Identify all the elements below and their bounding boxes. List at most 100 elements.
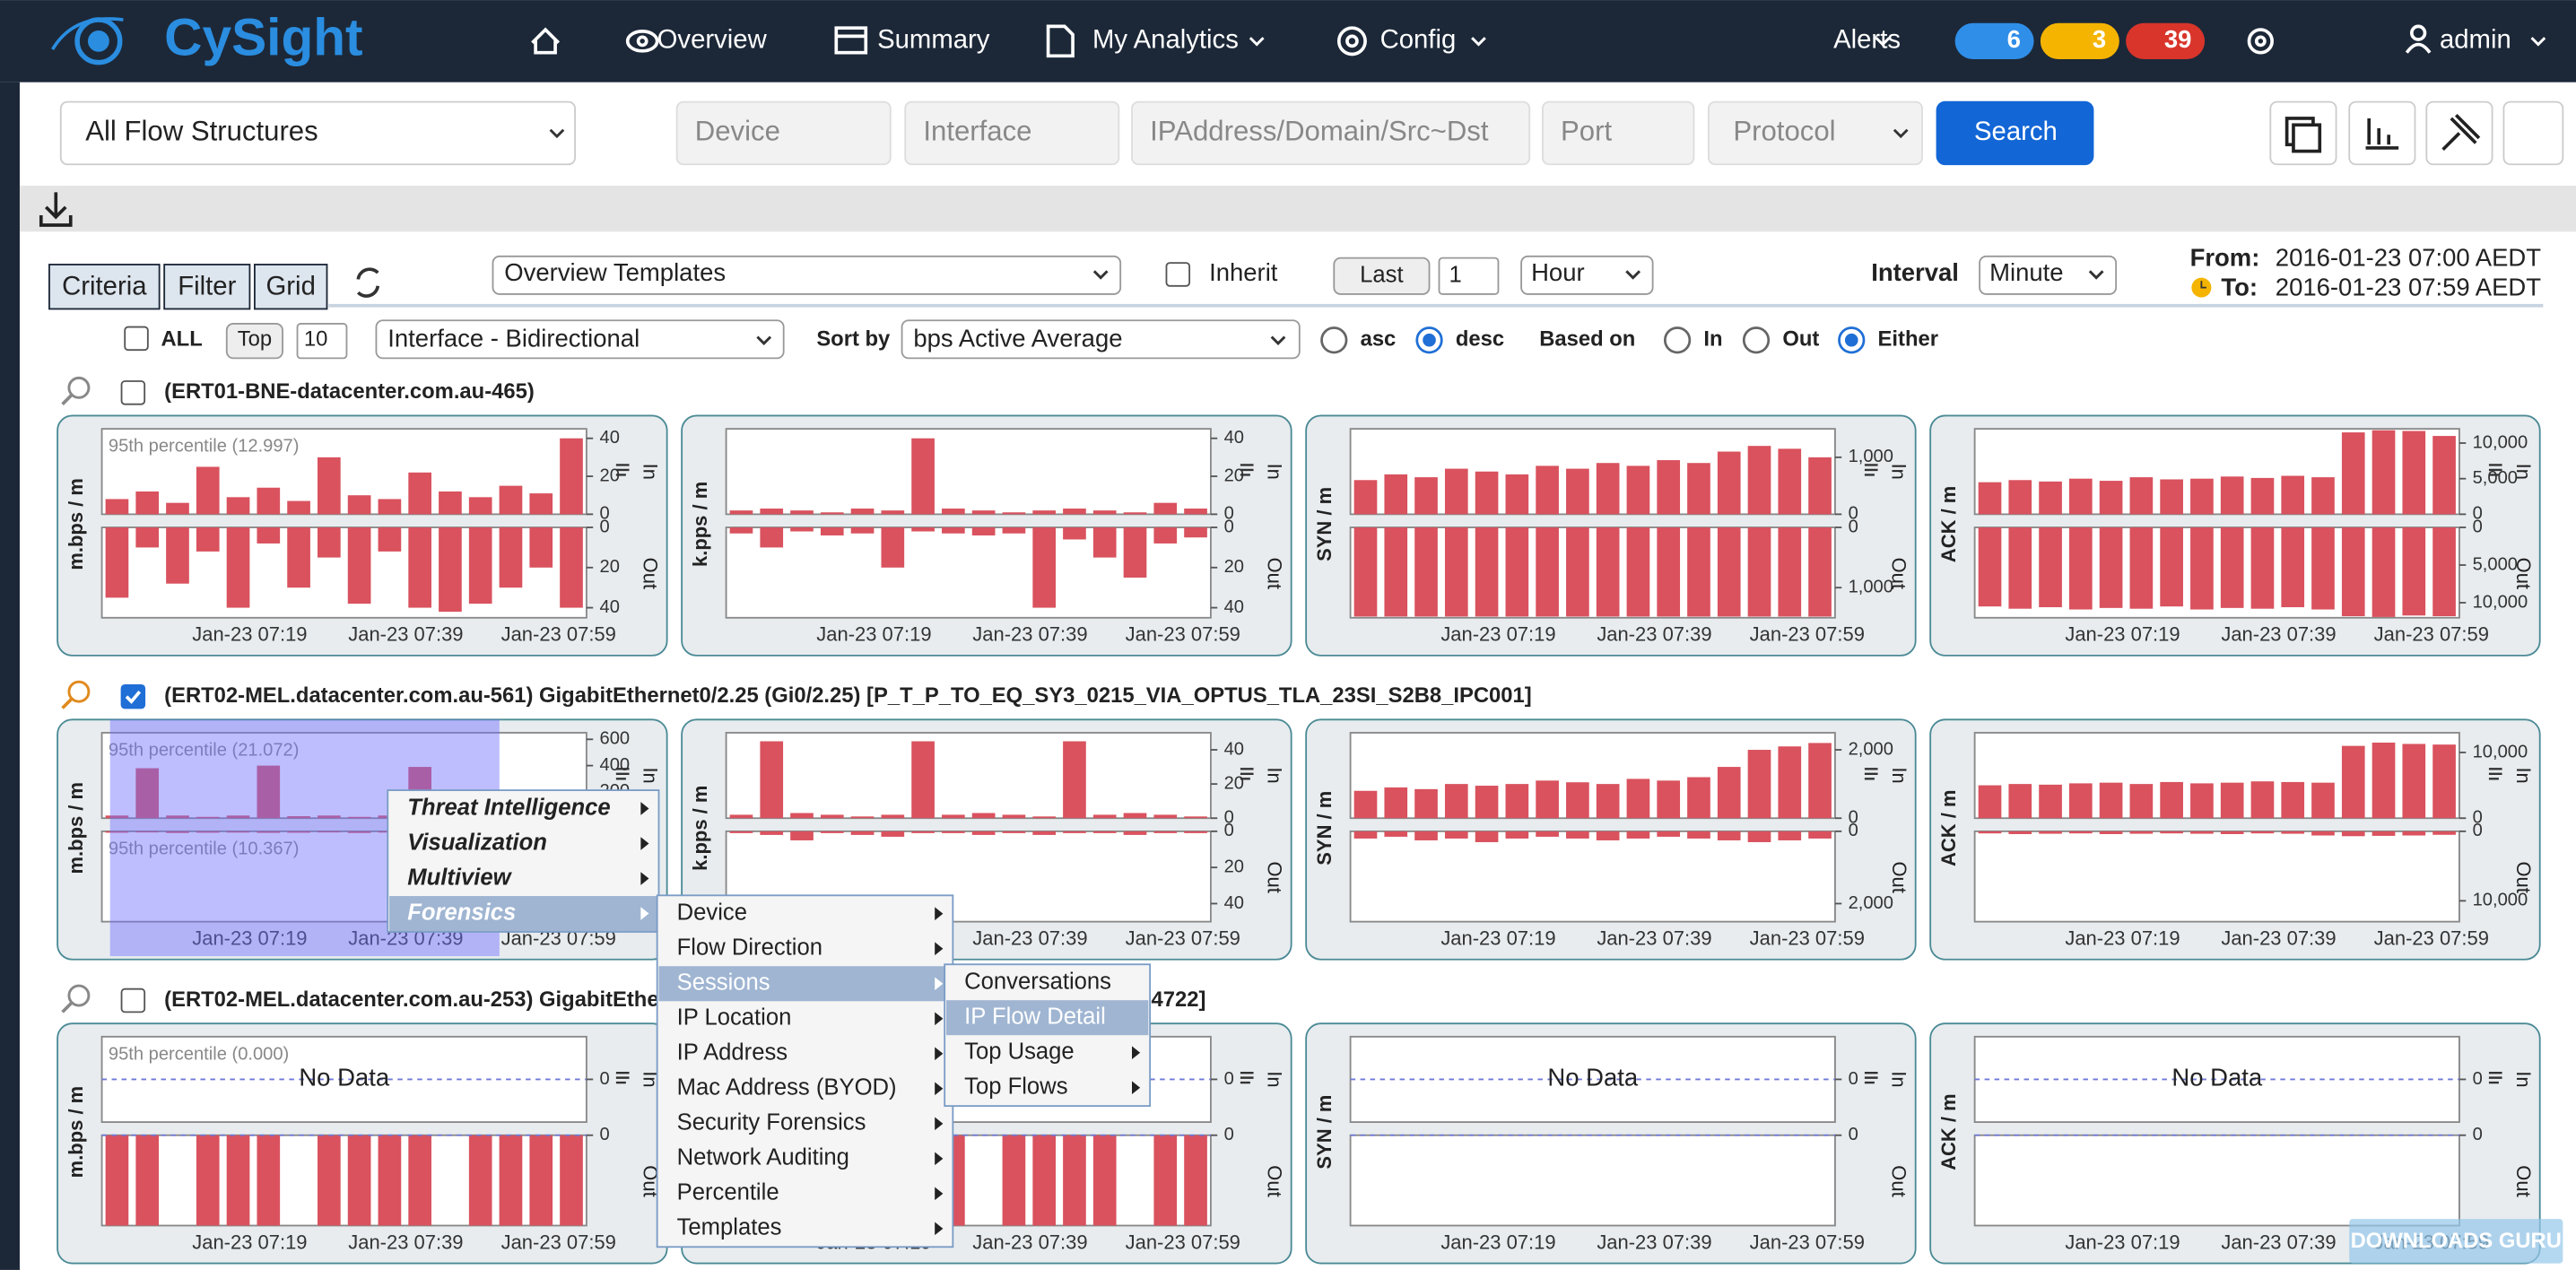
menu-item[interactable]: IP Flow Detail	[964, 1004, 1106, 1029]
bar	[1414, 477, 1438, 515]
sort-select[interactable]	[901, 319, 1301, 360]
settings-icon[interactable]	[2247, 28, 2274, 55]
interval-select[interactable]	[1979, 255, 2118, 295]
download-icon[interactable]	[39, 192, 73, 227]
bar	[1475, 471, 1499, 515]
menu-item[interactable]: Templates	[677, 1215, 782, 1240]
menu-item[interactable]: Forensics	[407, 900, 516, 925]
menu-item[interactable]: IP Address	[677, 1040, 788, 1066]
bar	[226, 831, 250, 833]
radio[interactable]	[1742, 326, 1771, 354]
bar	[226, 497, 250, 515]
nav-item[interactable]: Overview	[657, 25, 768, 55]
y-axis-label: SYN / m	[1313, 487, 1336, 561]
chart-menu-icon[interactable]	[615, 464, 630, 476]
last-button[interactable]	[1333, 257, 1431, 295]
label: Sort by	[816, 327, 891, 352]
chart-menu-icon[interactable]	[2488, 1071, 2502, 1084]
chart-menu-icon[interactable]	[615, 768, 630, 780]
menu-item[interactable]: Flow Direction	[677, 935, 822, 961]
input[interactable]	[1131, 100, 1531, 166]
menu-item[interactable]: Percentile	[677, 1180, 779, 1205]
input[interactable]	[1541, 100, 1695, 166]
unit-select[interactable]	[1520, 255, 1654, 295]
top-input[interactable]	[296, 322, 348, 360]
zoom-icon[interactable]	[61, 680, 91, 709]
refresh-icon[interactable]	[356, 267, 380, 298]
radio[interactable]	[1320, 326, 1348, 354]
input-text: 1	[1449, 263, 1462, 288]
zoom-icon[interactable]	[61, 376, 91, 405]
top-button[interactable]	[225, 322, 283, 360]
menu-item[interactable]: Visualization	[407, 830, 547, 855]
menu-item[interactable]: Device	[677, 900, 747, 926]
user-name[interactable]: admin	[2440, 25, 2511, 55]
nav-item[interactable]: My Analytics	[1092, 25, 1239, 55]
menu-item[interactable]: Top Usage	[964, 1039, 1075, 1064]
toolbar-icons[interactable]	[2269, 100, 2564, 166]
bar	[2371, 430, 2396, 515]
bar	[1778, 527, 1802, 617]
nav-item[interactable]: Summary	[877, 25, 990, 55]
bar	[911, 527, 935, 532]
tab[interactable]	[253, 264, 328, 310]
chart-menu-icon[interactable]	[1864, 464, 1878, 476]
menu-highlight[interactable]	[946, 1000, 1149, 1036]
menu-item[interactable]: Multiview	[407, 865, 512, 890]
radio[interactable]	[1663, 326, 1692, 354]
menu-item[interactable]: Sessions	[677, 970, 770, 996]
flow-select[interactable]	[59, 100, 576, 166]
bar	[1536, 465, 1559, 515]
menu-item[interactable]: Top Flows	[964, 1074, 1067, 1099]
nav-item[interactable]: Config	[1380, 25, 1457, 55]
alert-badge[interactable]	[1954, 22, 2034, 60]
checkbox[interactable]	[120, 987, 146, 1013]
menu-item[interactable]: Security Forensics	[677, 1110, 866, 1135]
chart-menu-icon[interactable]	[1864, 768, 1878, 780]
bar	[1778, 746, 1802, 819]
submenu-arrow	[935, 1152, 944, 1166]
tab[interactable]	[48, 264, 161, 310]
alert-badge[interactable]	[2126, 22, 2206, 60]
input[interactable]	[904, 100, 1120, 166]
chart-menu-icon[interactable]	[2488, 464, 2502, 476]
menu-highlight[interactable]	[389, 896, 657, 932]
radio-dot	[1423, 333, 1436, 347]
home-icon[interactable]	[531, 27, 561, 55]
chart-menu-icon[interactable]	[1240, 1071, 1254, 1084]
menu-item[interactable]: Conversations	[964, 969, 1111, 994]
checkbox[interactable]	[120, 380, 146, 405]
menu-item[interactable]: IP Location	[677, 1005, 792, 1031]
chart-menu-icon[interactable]	[1240, 768, 1254, 780]
user-icon[interactable]	[2405, 24, 2432, 54]
last-input[interactable]	[1438, 257, 1500, 295]
chart-menu-icon[interactable]	[1240, 464, 1254, 476]
alert-badge[interactable]	[2040, 22, 2119, 60]
chart-menu-icon[interactable]	[615, 1071, 630, 1084]
chart-menu-icon[interactable]	[1864, 1071, 1878, 1084]
zoom-icon[interactable]	[61, 984, 91, 1013]
menu-highlight[interactable]	[658, 966, 952, 1002]
bar	[1596, 831, 1620, 840]
alerts[interactable]: Alerts	[1833, 25, 1901, 55]
checkbox[interactable]	[1165, 262, 1191, 287]
checkbox[interactable]	[120, 683, 146, 709]
checkbox[interactable]	[124, 326, 149, 352]
menu-item[interactable]: Mac Address (BYOD)	[677, 1075, 897, 1100]
watermark-bg	[2349, 1219, 2563, 1264]
menu-item[interactable]: Network Auditing	[677, 1145, 849, 1170]
time-label: Jan-23 07:39	[1597, 1231, 1711, 1253]
input[interactable]	[675, 100, 892, 166]
bar	[942, 509, 965, 515]
view-select[interactable]	[375, 319, 785, 360]
chart-menu-icon[interactable]	[2488, 768, 2502, 780]
template-select[interactable]	[492, 255, 1122, 295]
menu-item[interactable]: Threat Intelligence	[407, 795, 610, 820]
tick-label: 0	[2473, 517, 2483, 536]
protocol-select[interactable]	[1707, 100, 1923, 166]
bar	[881, 831, 905, 837]
left-edge	[0, 82, 20, 1270]
tab[interactable]	[163, 264, 251, 310]
time-label: Jan-23 07:39	[2221, 1231, 2336, 1253]
search-button[interactable]	[1936, 100, 2094, 166]
